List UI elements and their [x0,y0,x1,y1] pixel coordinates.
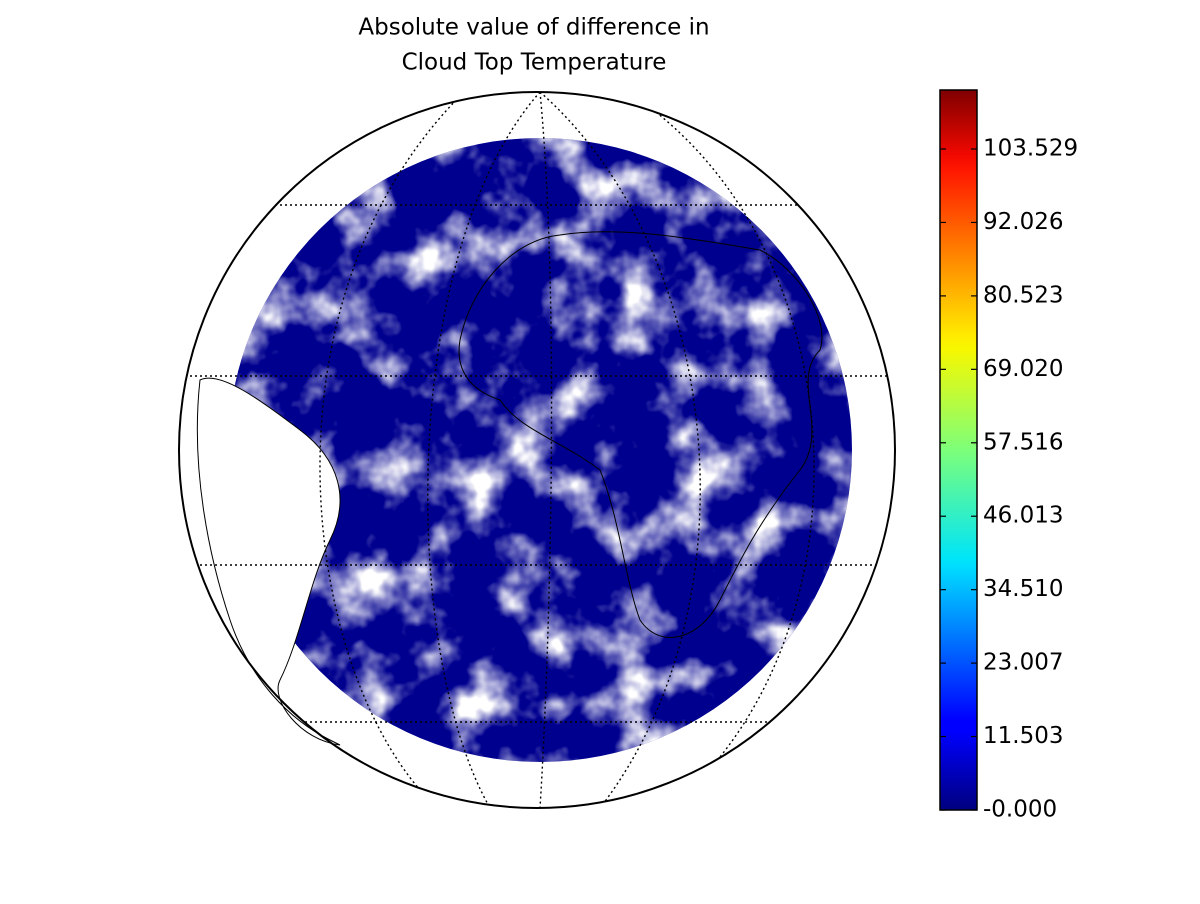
colorbar-tick-label: 23.007 [983,650,1063,676]
title-line: Cloud Top Temperature [402,50,667,76]
colorbar-tick-label: 80.523 [983,282,1063,308]
clouds [228,138,852,762]
colorbar: -0.000 11.503 23.007 34.510 46.013 57.516 69.0… [939,89,1078,823]
globe-edge [178,91,896,809]
colorbar-tick-label: 92.026 [983,209,1063,235]
colorbar-tick-label: 103.529 [983,136,1078,162]
colorbar-tick-label: -0.000 [983,797,1057,823]
colorbar-tick-label: 34.510 [983,576,1063,602]
map [178,91,896,809]
south-america [196,377,341,746]
africa-outline [458,231,823,638]
colorbar-body [939,89,978,811]
colorbar-tick-label: 69.020 [983,356,1063,382]
colorbar-tick-label: 11.503 [983,723,1063,749]
colorbar-tick-label: 57.516 [983,429,1063,455]
colorbar-tick-label: 46.013 [983,503,1063,529]
title-line: Absolute value of difference in [358,15,709,41]
